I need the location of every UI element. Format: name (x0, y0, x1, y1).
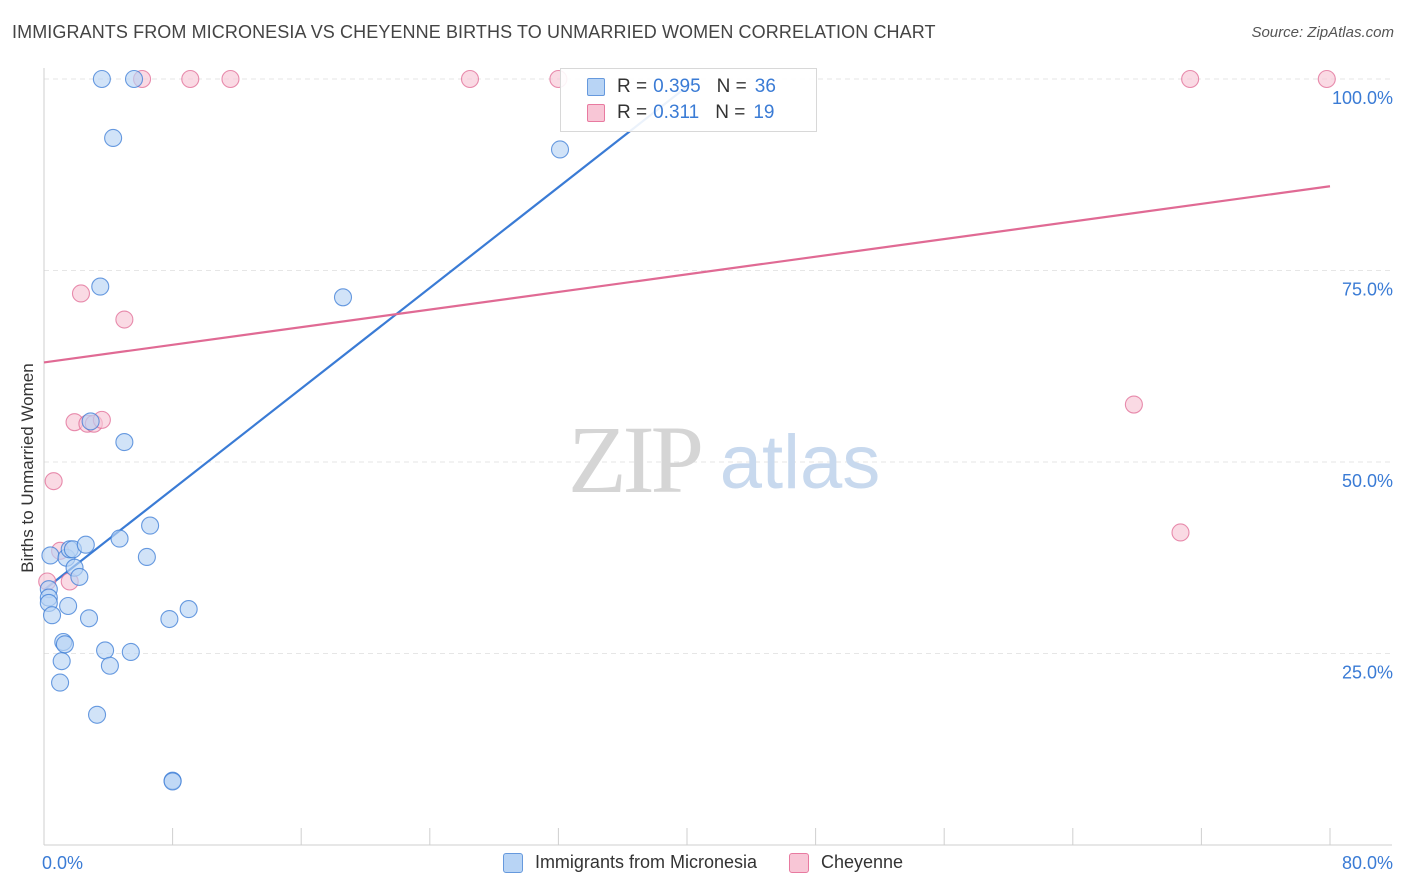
watermark-atlas: atlas (720, 420, 881, 505)
tick-labels: 25.0% 50.0% 75.0% 100.0% 0.0% 80.0% (42, 88, 1393, 873)
data-point-micronesia (51, 673, 70, 692)
y-axis-label: Births to Unmarried Women (18, 363, 37, 573)
legend-r-label: R = (617, 102, 648, 123)
data-point-micronesia (124, 69, 144, 89)
data-point-micronesia (96, 641, 115, 660)
data-point-cheyenne (1181, 69, 1200, 89)
trendline-micronesia (43, 78, 698, 591)
legend-swatch-cheyenne (587, 104, 605, 122)
legend-r-value-cheyenne: 0.311 (653, 102, 700, 123)
y-tick-label: 100.0% (1332, 88, 1393, 108)
watermark: ZIP atlas (568, 406, 880, 513)
data-point-micronesia (110, 529, 129, 548)
data-point-micronesia (91, 277, 110, 296)
data-point-cheyenne (181, 69, 200, 89)
data-point-micronesia (52, 652, 71, 671)
data-point-cheyenne (71, 284, 91, 303)
source-label: Source: ZipAtlas.com (1251, 24, 1394, 41)
watermark-zip: ZIP (568, 406, 701, 513)
data-point-micronesia (100, 656, 119, 675)
data-point-micronesia (76, 535, 95, 554)
legend-r-value-micronesia: 0.395 (653, 76, 701, 97)
trendlines (43, 78, 1331, 591)
series-legend: Immigrants from Micronesia Cheyenne (0, 852, 1406, 873)
data-point-micronesia (163, 772, 182, 791)
correlation-legend: R = 0.395 N = 36 R = 0.311 N = 19 (560, 68, 817, 132)
data-point-micronesia (137, 547, 156, 567)
data-point-cheyenne (1124, 395, 1143, 414)
legend-label-cheyenne: Cheyenne (820, 852, 904, 872)
legend-n-label: N = (715, 102, 746, 123)
data-point-micronesia (81, 412, 100, 431)
y-tick-label: 50.0% (1342, 471, 1393, 491)
legend-row-micronesia: R = 0.395 N = 36 (587, 75, 792, 99)
legend-n-value-micronesia: 36 (754, 76, 776, 97)
data-point-cheyenne (1317, 69, 1336, 89)
data-point-micronesia (550, 140, 570, 159)
legend-n-value-cheyenne: 19 (753, 102, 775, 123)
data-points (38, 69, 1336, 791)
data-point-micronesia (179, 600, 198, 619)
data-point-cheyenne (1171, 523, 1190, 542)
data-point-micronesia (41, 546, 60, 565)
x-tick-label: 0.0% (42, 853, 83, 873)
data-point-micronesia (87, 705, 107, 724)
trendline-cheyenne (43, 185, 1331, 364)
data-point-micronesia (79, 609, 99, 628)
x-tick-label: 80.0% (1342, 853, 1393, 873)
data-point-micronesia (59, 596, 78, 616)
data-point-micronesia (70, 567, 89, 586)
legend-swatch-cheyenne (788, 852, 809, 873)
legend-r-label: R = (617, 76, 648, 97)
data-point-micronesia (333, 288, 353, 307)
data-point-micronesia (55, 635, 74, 654)
data-point-cheyenne (44, 472, 63, 491)
legend-row-cheyenne: R = 0.311 N = 19 (587, 101, 791, 125)
y-tick-label: 75.0% (1342, 280, 1393, 300)
data-point-micronesia (160, 609, 179, 629)
data-point-micronesia (92, 69, 111, 89)
y-tick-label: 25.0% (1342, 663, 1393, 683)
data-point-cheyenne (460, 69, 480, 89)
data-point-micronesia (104, 128, 123, 148)
data-point-micronesia (141, 516, 160, 535)
axes (43, 68, 1392, 846)
legend-label-micronesia: Immigrants from Micronesia (534, 852, 757, 872)
data-point-cheyenne (115, 310, 134, 329)
data-point-micronesia (42, 606, 62, 625)
legend-item-cheyenne[interactable]: Cheyenne (788, 852, 904, 873)
legend-swatch-micronesia (587, 78, 605, 96)
data-point-micronesia (115, 433, 134, 452)
chart-title: IMMIGRANTS FROM MICRONESIA VS CHEYENNE B… (12, 22, 936, 42)
legend-n-label: N = (716, 76, 747, 97)
data-point-cheyenne (221, 69, 240, 89)
legend-item-micronesia[interactable]: Immigrants from Micronesia (502, 852, 757, 873)
legend-swatch-micronesia (502, 852, 523, 873)
data-point-micronesia (121, 642, 140, 662)
gridlines (44, 78, 1392, 654)
